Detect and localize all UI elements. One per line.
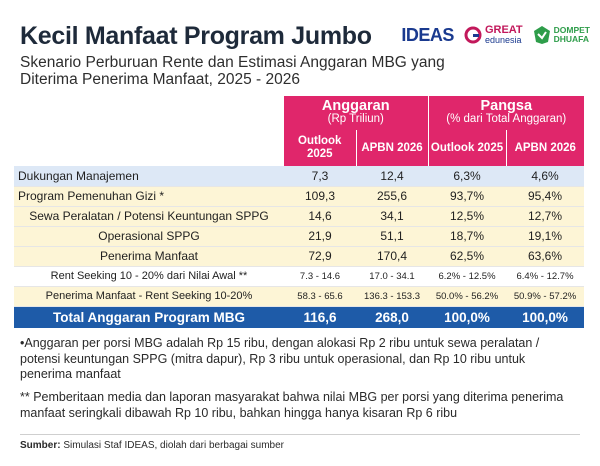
ideas-logo: IDEAS [401,25,454,46]
dompet-dhuafa-logo: DOMPET DHUAFA [533,25,590,45]
footnote-2: ** Pemberitaan media dan laporan masyara… [20,390,564,420]
table-cell: 18,7% [428,226,507,247]
table-cell: 6,3% [428,166,507,187]
source-label: Sumber: [20,440,61,451]
table-cell: 72,9 [284,246,356,267]
table-cell: 109,3 [284,186,356,207]
row-label: Dukungan Manajemen [14,166,284,187]
footnote-1: •Anggaran per porsi MBG adalah Rp 15 rib… [20,336,540,381]
budget-table: Anggaran (Rp Triliun) Pangsa (% dari Tot… [14,96,585,328]
total-cell: 116,6 [284,306,356,328]
group-title: Pangsa [480,98,533,114]
table-cell: 93,7% [428,186,507,207]
table-cell: 12,5% [428,206,507,227]
group-header-pangsa: Pangsa (% dari Total Anggaran) [427,96,585,130]
table-corner [14,130,284,166]
row-label: Sewa Peralatan / Potensi Keuntungan SPPG [14,206,284,227]
table-cell: 51,1 [356,226,429,247]
source-line: Sumber: Simulasi Staf IDEAS, diolah dari… [20,440,284,451]
column-header: APBN 2026 [355,130,429,166]
page-subtitle: Skenario Perburuan Rente dan Estimasi An… [20,54,445,88]
table-row: Sewa Peralatan / Potensi Keuntungan SPPG… [14,206,585,227]
row-label: Program Pemenuhan Gizi * [14,186,284,207]
page-title: Kecil Manfaat Program Jumbo [20,22,372,50]
great-logo-top: GREAT [484,24,523,36]
table-cell: 14,6 [284,206,356,227]
total-cell: 100,0% [506,306,585,328]
great-edunesia-icon [464,26,482,44]
row-label: Penerima Manfaat [14,246,284,267]
dd-logo-top: DOMPET [553,25,590,35]
dompet-dhuafa-icon [533,26,550,44]
table-cell: 95,4% [506,186,585,207]
column-header: APBN 2026 [505,130,585,166]
table-cell: 6.2% - 12.5% [428,266,507,287]
table-cell: 50.0% - 56.2% [428,286,507,307]
table-cell: 58.3 - 65.6 [284,286,356,307]
table-cell: 63,6% [506,246,585,267]
table-cell: 50.9% - 57.2% [506,286,585,307]
total-row: Total Anggaran Program MBG 116,6 268,0 1… [14,306,585,328]
total-cell: 268,0 [356,306,429,328]
table-cell: 4,6% [506,166,585,187]
table-cell: 170,4 [356,246,429,267]
table-cell: 6.4% - 12.7% [506,266,585,287]
column-header: Outlook 2025 [427,130,507,166]
table-row: Program Pemenuhan Gizi * 109,3 255,6 93,… [14,186,585,207]
table-cell: 19,1% [506,226,585,247]
table-cell: 34,1 [356,206,429,227]
table-cell: 136.3 - 153.3 [356,286,429,307]
table-row: Operasional SPPG 21,9 51,1 18,7% 19,1% [14,226,585,247]
total-label: Total Anggaran Program MBG [14,306,284,328]
table-cell: 255,6 [356,186,429,207]
ideas-logo-text: IDEAS [401,24,454,45]
total-cell: 100,0% [428,306,507,328]
table-corner [14,96,284,130]
table-cell: 12,4 [356,166,429,187]
row-label: Penerima Manfaat - Rent Seeking 10-20% [14,286,284,307]
partner-logos: IDEAS GREAT edunesia DOMPET DHUAFA [401,20,590,50]
group-subtitle: (Rp Triliun) [327,113,384,125]
table-cell: 7,3 [284,166,356,187]
table-cell: 62,5% [428,246,507,267]
dd-logo-bottom: DHUAFA [553,34,590,44]
table-cell: 21,9 [284,226,356,247]
table-cell: 12,7% [506,206,585,227]
table-row: Dukungan Manajemen 7,3 12,4 6,3% 4,6% [14,166,585,187]
table-cell: 17.0 - 34.1 [356,266,429,287]
source-text: Simulasi Staf IDEAS, diolah dari berbaga… [60,440,285,451]
group-title: Anggaran [321,98,390,114]
row-label: Operasional SPPG [14,226,284,247]
row-label: Rent Seeking 10 - 20% dari Nilai Awal ** [14,266,284,287]
table-cell: 7.3 - 14.6 [284,266,356,287]
column-header: Outlook 2025 [284,130,356,166]
table-row: Rent Seeking 10 - 20% dari Nilai Awal **… [14,266,585,287]
group-header-anggaran: Anggaran (Rp Triliun) [284,96,429,130]
table-row: Penerima Manfaat 72,9 170,4 62,5% 63,6% [14,246,585,267]
great-logo-bottom: edunesia [484,35,522,45]
footer-divider [20,434,580,435]
table-row: Penerima Manfaat - Rent Seeking 10-20% 5… [14,286,585,307]
great-edunesia-logo: GREAT edunesia [464,25,523,45]
group-subtitle: (% dari Total Anggaran) [446,113,567,125]
